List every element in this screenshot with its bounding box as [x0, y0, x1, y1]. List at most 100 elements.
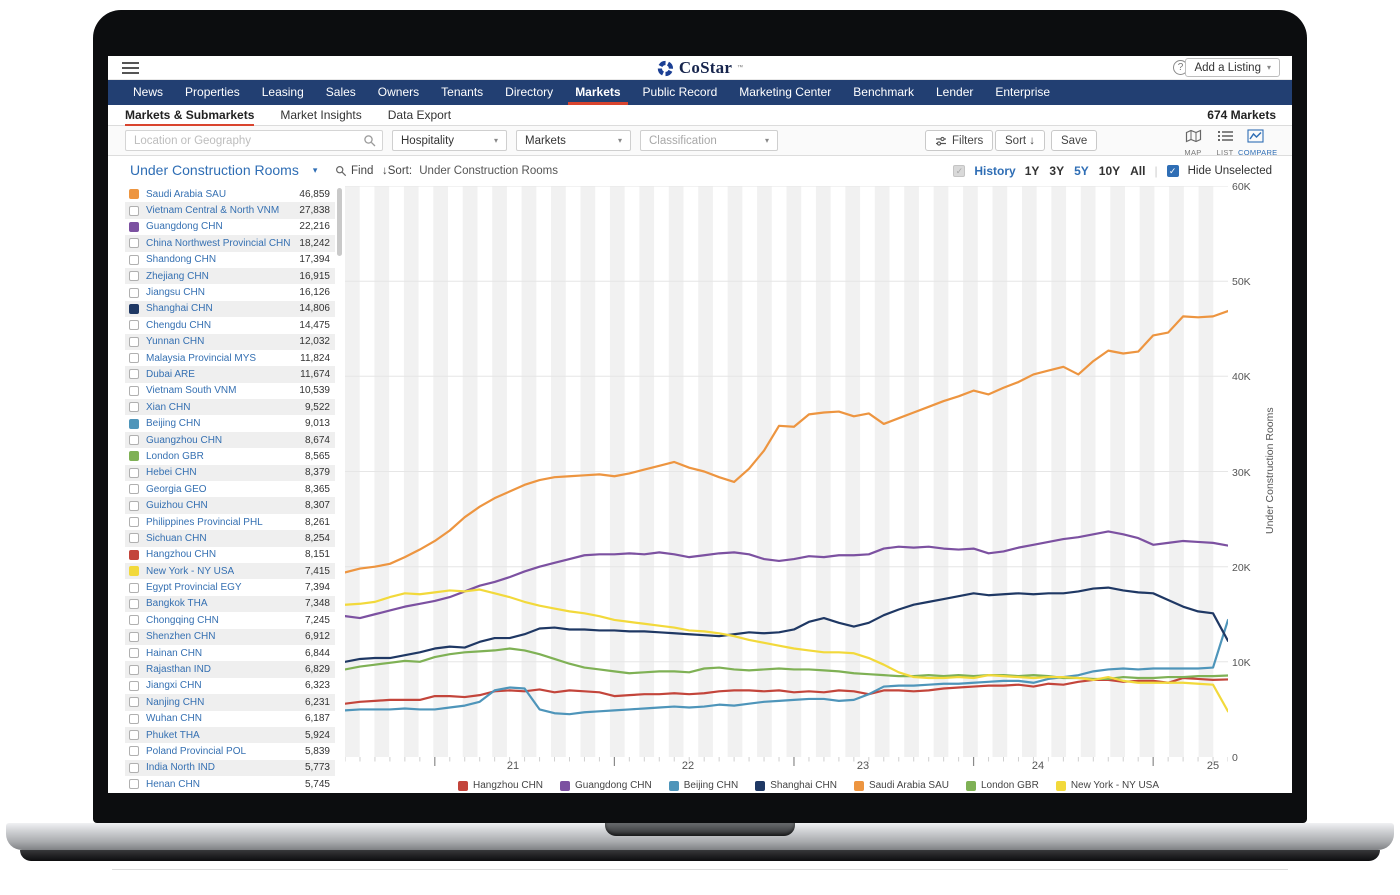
checked-checkbox[interactable]: [129, 549, 139, 560]
market-row[interactable]: Zhejiang CHN 16,915: [125, 267, 335, 285]
unchecked-checkbox[interactable]: [129, 467, 139, 478]
save-button[interactable]: Save: [1051, 130, 1098, 151]
market-row[interactable]: Hebei CHN 8,379: [125, 464, 335, 482]
nav-item-owners[interactable]: Owners: [377, 85, 420, 99]
nav-item-public-record[interactable]: Public Record: [642, 85, 718, 99]
checked-checkbox[interactable]: [129, 221, 139, 232]
market-row[interactable]: Chengdu CHN 14,475: [125, 317, 335, 333]
market-row[interactable]: Bangkok THA 7,348: [125, 595, 335, 613]
unchecked-checkbox[interactable]: [129, 615, 139, 626]
checked-checkbox[interactable]: [129, 451, 139, 462]
market-row[interactable]: Guangdong CHN 22,216: [125, 219, 335, 235]
market-row[interactable]: Vietnam Central & North VNM 27,838: [125, 202, 335, 219]
nav-item-lender[interactable]: Lender: [936, 85, 974, 99]
unchecked-checkbox[interactable]: [129, 205, 139, 216]
market-row[interactable]: New York - NY USA 7,415: [125, 562, 335, 580]
tab-markets-submarkets[interactable]: Markets & Submarkets: [125, 105, 255, 126]
unchecked-checkbox[interactable]: [129, 336, 139, 347]
unchecked-checkbox[interactable]: [129, 746, 139, 757]
market-row[interactable]: Guizhou CHN 8,307: [125, 497, 335, 514]
nav-item-enterprise[interactable]: Enterprise: [995, 85, 1051, 99]
market-row[interactable]: Rajasthan IND 6,829: [125, 661, 335, 678]
unchecked-checkbox[interactable]: [129, 353, 139, 364]
nav-item-markets[interactable]: Markets: [564, 80, 631, 105]
market-row[interactable]: Chongqing CHN 7,245: [125, 612, 335, 628]
dropdown-hospitality[interactable]: Hospitality ▾: [392, 130, 507, 151]
market-row[interactable]: Poland Provincial POL 5,839: [125, 743, 335, 759]
market-row[interactable]: Philippines Provincial PHL 8,261: [125, 514, 335, 530]
nav-item-properties[interactable]: Properties: [185, 85, 240, 99]
scrollbar-thumb[interactable]: [337, 188, 342, 256]
market-row[interactable]: Guangzhou CHN 8,674: [125, 431, 335, 449]
unchecked-checkbox[interactable]: [129, 533, 139, 544]
market-row[interactable]: India North IND 5,773: [125, 759, 335, 777]
range-10y[interactable]: 10Y: [1098, 164, 1121, 178]
metric-dropdown[interactable]: Under Construction Rooms ▾: [130, 162, 317, 178]
market-row[interactable]: Vietnam South VNM 10,539: [125, 383, 335, 399]
unchecked-checkbox[interactable]: [129, 287, 139, 298]
unchecked-checkbox[interactable]: [129, 435, 139, 446]
unchecked-checkbox[interactable]: [129, 238, 139, 249]
unchecked-checkbox[interactable]: [129, 271, 139, 282]
market-row[interactable]: Nanjing CHN 6,231: [125, 694, 335, 711]
market-row[interactable]: Shenzhen CHN 6,912: [125, 628, 335, 645]
unchecked-checkbox[interactable]: [129, 369, 139, 380]
map-view-button[interactable]: MAP: [1176, 129, 1210, 157]
nav-item-leasing[interactable]: Leasing: [261, 85, 304, 99]
range-3y[interactable]: 3Y: [1049, 164, 1065, 178]
unchecked-checkbox[interactable]: [129, 500, 139, 511]
checked-checkbox[interactable]: [129, 566, 139, 577]
nav-item-tenants[interactable]: Tenants: [441, 85, 484, 99]
market-row[interactable]: Jiangsu CHN 16,126: [125, 284, 335, 300]
sort-button[interactable]: Sort ↓: [995, 130, 1046, 151]
unchecked-checkbox[interactable]: [129, 664, 139, 675]
market-row[interactable]: Beijing CHN 9,013: [125, 415, 335, 431]
market-row[interactable]: Phuket THA 5,924: [125, 726, 335, 744]
checked-checkbox[interactable]: [129, 189, 139, 200]
list-view-button[interactable]: LIST: [1208, 129, 1242, 157]
unchecked-checkbox[interactable]: [129, 517, 139, 527]
market-row[interactable]: Egypt Provincial EGY 7,394: [125, 579, 335, 595]
sort-control[interactable]: ↓Sort: Under Construction Rooms: [382, 165, 558, 177]
market-row[interactable]: Yunnan CHN 12,032: [125, 333, 335, 350]
unchecked-checkbox[interactable]: [129, 730, 139, 741]
find-button[interactable]: Find: [335, 165, 373, 177]
unchecked-checkbox[interactable]: [129, 697, 139, 708]
tab-market-insights[interactable]: Market Insights: [280, 108, 362, 122]
range-5y[interactable]: 5Y: [1074, 164, 1089, 178]
unchecked-checkbox[interactable]: [129, 320, 139, 331]
hide-unselected-checkbox[interactable]: ✓: [1166, 165, 1179, 177]
market-row[interactable]: Shanghai CHN 14,806: [125, 300, 335, 318]
range-1y[interactable]: 1Y: [1024, 164, 1040, 178]
unchecked-checkbox[interactable]: [129, 598, 139, 609]
unchecked-checkbox[interactable]: [129, 631, 139, 642]
market-row[interactable]: Malaysia Provincial MYS 11,824: [125, 350, 335, 366]
dropdown-classification[interactable]: Classification ▾: [640, 130, 778, 151]
tab-data-export[interactable]: Data Export: [387, 108, 452, 122]
unchecked-checkbox[interactable]: [129, 385, 139, 396]
unchecked-checkbox[interactable]: [129, 713, 139, 724]
checked-checkbox[interactable]: [129, 418, 139, 429]
unchecked-checkbox[interactable]: [129, 402, 139, 413]
unchecked-checkbox[interactable]: [129, 484, 139, 495]
market-row[interactable]: Dubai ARE 11,674: [125, 366, 335, 383]
market-row[interactable]: Wuhan CHN 6,187: [125, 711, 335, 727]
unchecked-checkbox[interactable]: [129, 680, 139, 691]
unchecked-checkbox[interactable]: [129, 582, 139, 593]
market-row[interactable]: Georgia GEO 8,365: [125, 481, 335, 497]
range-all[interactable]: All: [1130, 164, 1146, 178]
market-row[interactable]: Saudi Arabia SAU 46,859: [125, 186, 335, 202]
add-listing-button[interactable]: Add a Listing ▾: [1185, 58, 1280, 77]
nav-item-directory[interactable]: Directory: [505, 85, 554, 99]
nav-item-news[interactable]: News: [133, 85, 164, 99]
nav-item-benchmark[interactable]: Benchmark: [853, 85, 914, 99]
search-input[interactable]: [126, 131, 382, 151]
history-label[interactable]: History: [974, 164, 1016, 178]
nav-item-sales[interactable]: Sales: [325, 85, 356, 99]
market-row[interactable]: Henan CHN 5,745: [125, 776, 335, 792]
compare-view-button[interactable]: COMPARE: [1238, 129, 1277, 157]
unchecked-checkbox[interactable]: [129, 254, 139, 265]
market-row[interactable]: China Northwest Provincial CHN 18,242: [125, 235, 335, 252]
hamburger-menu-icon[interactable]: [122, 62, 139, 74]
dropdown-markets[interactable]: Markets ▾: [516, 130, 631, 151]
